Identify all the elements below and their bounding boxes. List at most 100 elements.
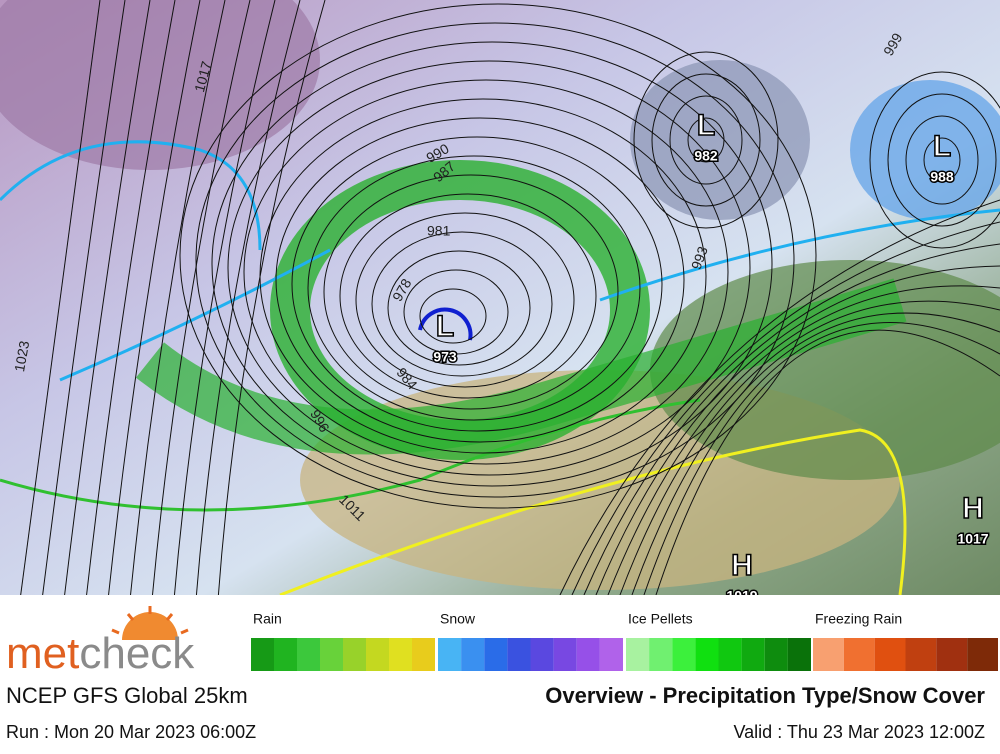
isobar <box>403 269 509 355</box>
legend-swatch <box>461 638 485 671</box>
isobar <box>63 0 151 601</box>
legend-swatch <box>438 638 462 671</box>
legend-swatch <box>251 638 274 671</box>
logo-icon <box>111 606 189 640</box>
map: 1017 999 990 987 981 978 984 996 1011 99… <box>0 0 1000 605</box>
legend-swatch <box>649 638 673 671</box>
isobar <box>387 250 531 366</box>
legend-swatch <box>484 638 508 671</box>
snow-area <box>850 80 1000 220</box>
center-pressure: 982 <box>694 148 718 164</box>
isobar <box>619 300 1000 596</box>
center-pressure: 988 <box>930 169 954 185</box>
legend-swatch <box>626 638 650 671</box>
legend-swatch <box>672 638 696 671</box>
legend-swatch <box>412 638 435 671</box>
legend-swatch <box>936 638 968 671</box>
legend-swatch <box>905 638 937 671</box>
isobar <box>571 221 1000 596</box>
isobar <box>923 137 961 183</box>
isobar <box>643 322 1000 596</box>
legend-label: Rain <box>253 611 282 627</box>
center-symbol: L <box>436 310 454 343</box>
legend-swatch <box>530 638 554 671</box>
isobar <box>195 22 795 498</box>
legend-swatch <box>297 638 320 671</box>
isobar <box>371 231 553 377</box>
legend-swatch <box>389 638 412 671</box>
legend: Rain Snow Ice Pellets Freezing Rain <box>251 611 998 671</box>
isobar <box>85 0 176 601</box>
logo: metcheck <box>6 629 195 678</box>
model-name: NCEP GFS Global 25km <box>6 683 248 708</box>
thickness-line <box>0 140 1000 382</box>
isobar <box>687 117 725 163</box>
isobar <box>655 329 1000 596</box>
legend-swatch <box>366 638 389 671</box>
isobar <box>129 0 226 601</box>
isobar <box>41 0 126 601</box>
isobars <box>19 0 1000 601</box>
legend-swatch <box>741 638 765 671</box>
legend-swatch <box>576 638 600 671</box>
isobar <box>355 212 575 388</box>
isobar <box>869 71 1000 249</box>
isobar <box>275 117 685 443</box>
run-time: Run : Mon 20 Mar 2023 06:00Z <box>6 722 256 742</box>
legend-swatch <box>599 638 623 671</box>
isobar <box>227 60 751 476</box>
isobar <box>631 312 1000 596</box>
isobar-label: 1023 <box>11 339 32 373</box>
center-symbol: H <box>962 492 984 525</box>
isobar <box>179 3 817 509</box>
center-pressure: 1017 <box>957 531 988 547</box>
isobar <box>651 73 761 207</box>
isobar <box>173 0 276 601</box>
scandinavia <box>630 60 810 220</box>
isobar <box>419 288 487 344</box>
isobar-label: 993 <box>688 244 711 272</box>
isobar <box>339 193 597 399</box>
legend-label: Freezing Rain <box>815 611 902 627</box>
isobar <box>307 155 641 421</box>
isobar <box>107 0 201 601</box>
isobar <box>291 136 663 432</box>
legend-swatch <box>874 638 906 671</box>
center-pressure: 973 <box>433 349 457 365</box>
isobar <box>633 51 779 229</box>
legend-swatch <box>553 638 577 671</box>
legend-swatch <box>507 638 531 671</box>
isobar <box>243 79 729 465</box>
isobar <box>195 0 301 601</box>
legend-swatch <box>813 638 844 671</box>
isobar <box>323 174 619 410</box>
legend-swatch <box>967 638 998 671</box>
isobar <box>151 0 251 601</box>
isobar <box>211 41 773 487</box>
europe-land <box>650 260 1000 480</box>
isobar <box>887 93 997 227</box>
snow-ring <box>418 307 473 341</box>
isobar <box>607 285 1000 596</box>
isobar-label: 981 <box>427 223 451 239</box>
freezing-line <box>279 428 907 597</box>
map-title: Overview - Precipitation Type/Snow Cover <box>545 683 985 708</box>
legend-swatch <box>718 638 742 671</box>
isobar <box>905 115 979 205</box>
legend-swatch <box>274 638 297 671</box>
center-symbol: L <box>933 130 951 163</box>
legend-swatch <box>695 638 719 671</box>
center-symbol: H <box>731 549 753 582</box>
legend-swatch <box>764 638 788 671</box>
center-symbol: L <box>697 109 715 142</box>
legend-swatch <box>343 638 366 671</box>
legend-swatch <box>320 638 343 671</box>
isobar <box>19 0 101 601</box>
valid-time: Valid : Thu 23 Mar 2023 12:00Z <box>734 722 986 742</box>
isobar <box>595 265 1000 596</box>
legend-swatch <box>787 638 811 671</box>
legend-label: Ice Pellets <box>628 611 693 627</box>
isobar <box>583 243 1000 596</box>
isobar <box>559 199 1000 596</box>
